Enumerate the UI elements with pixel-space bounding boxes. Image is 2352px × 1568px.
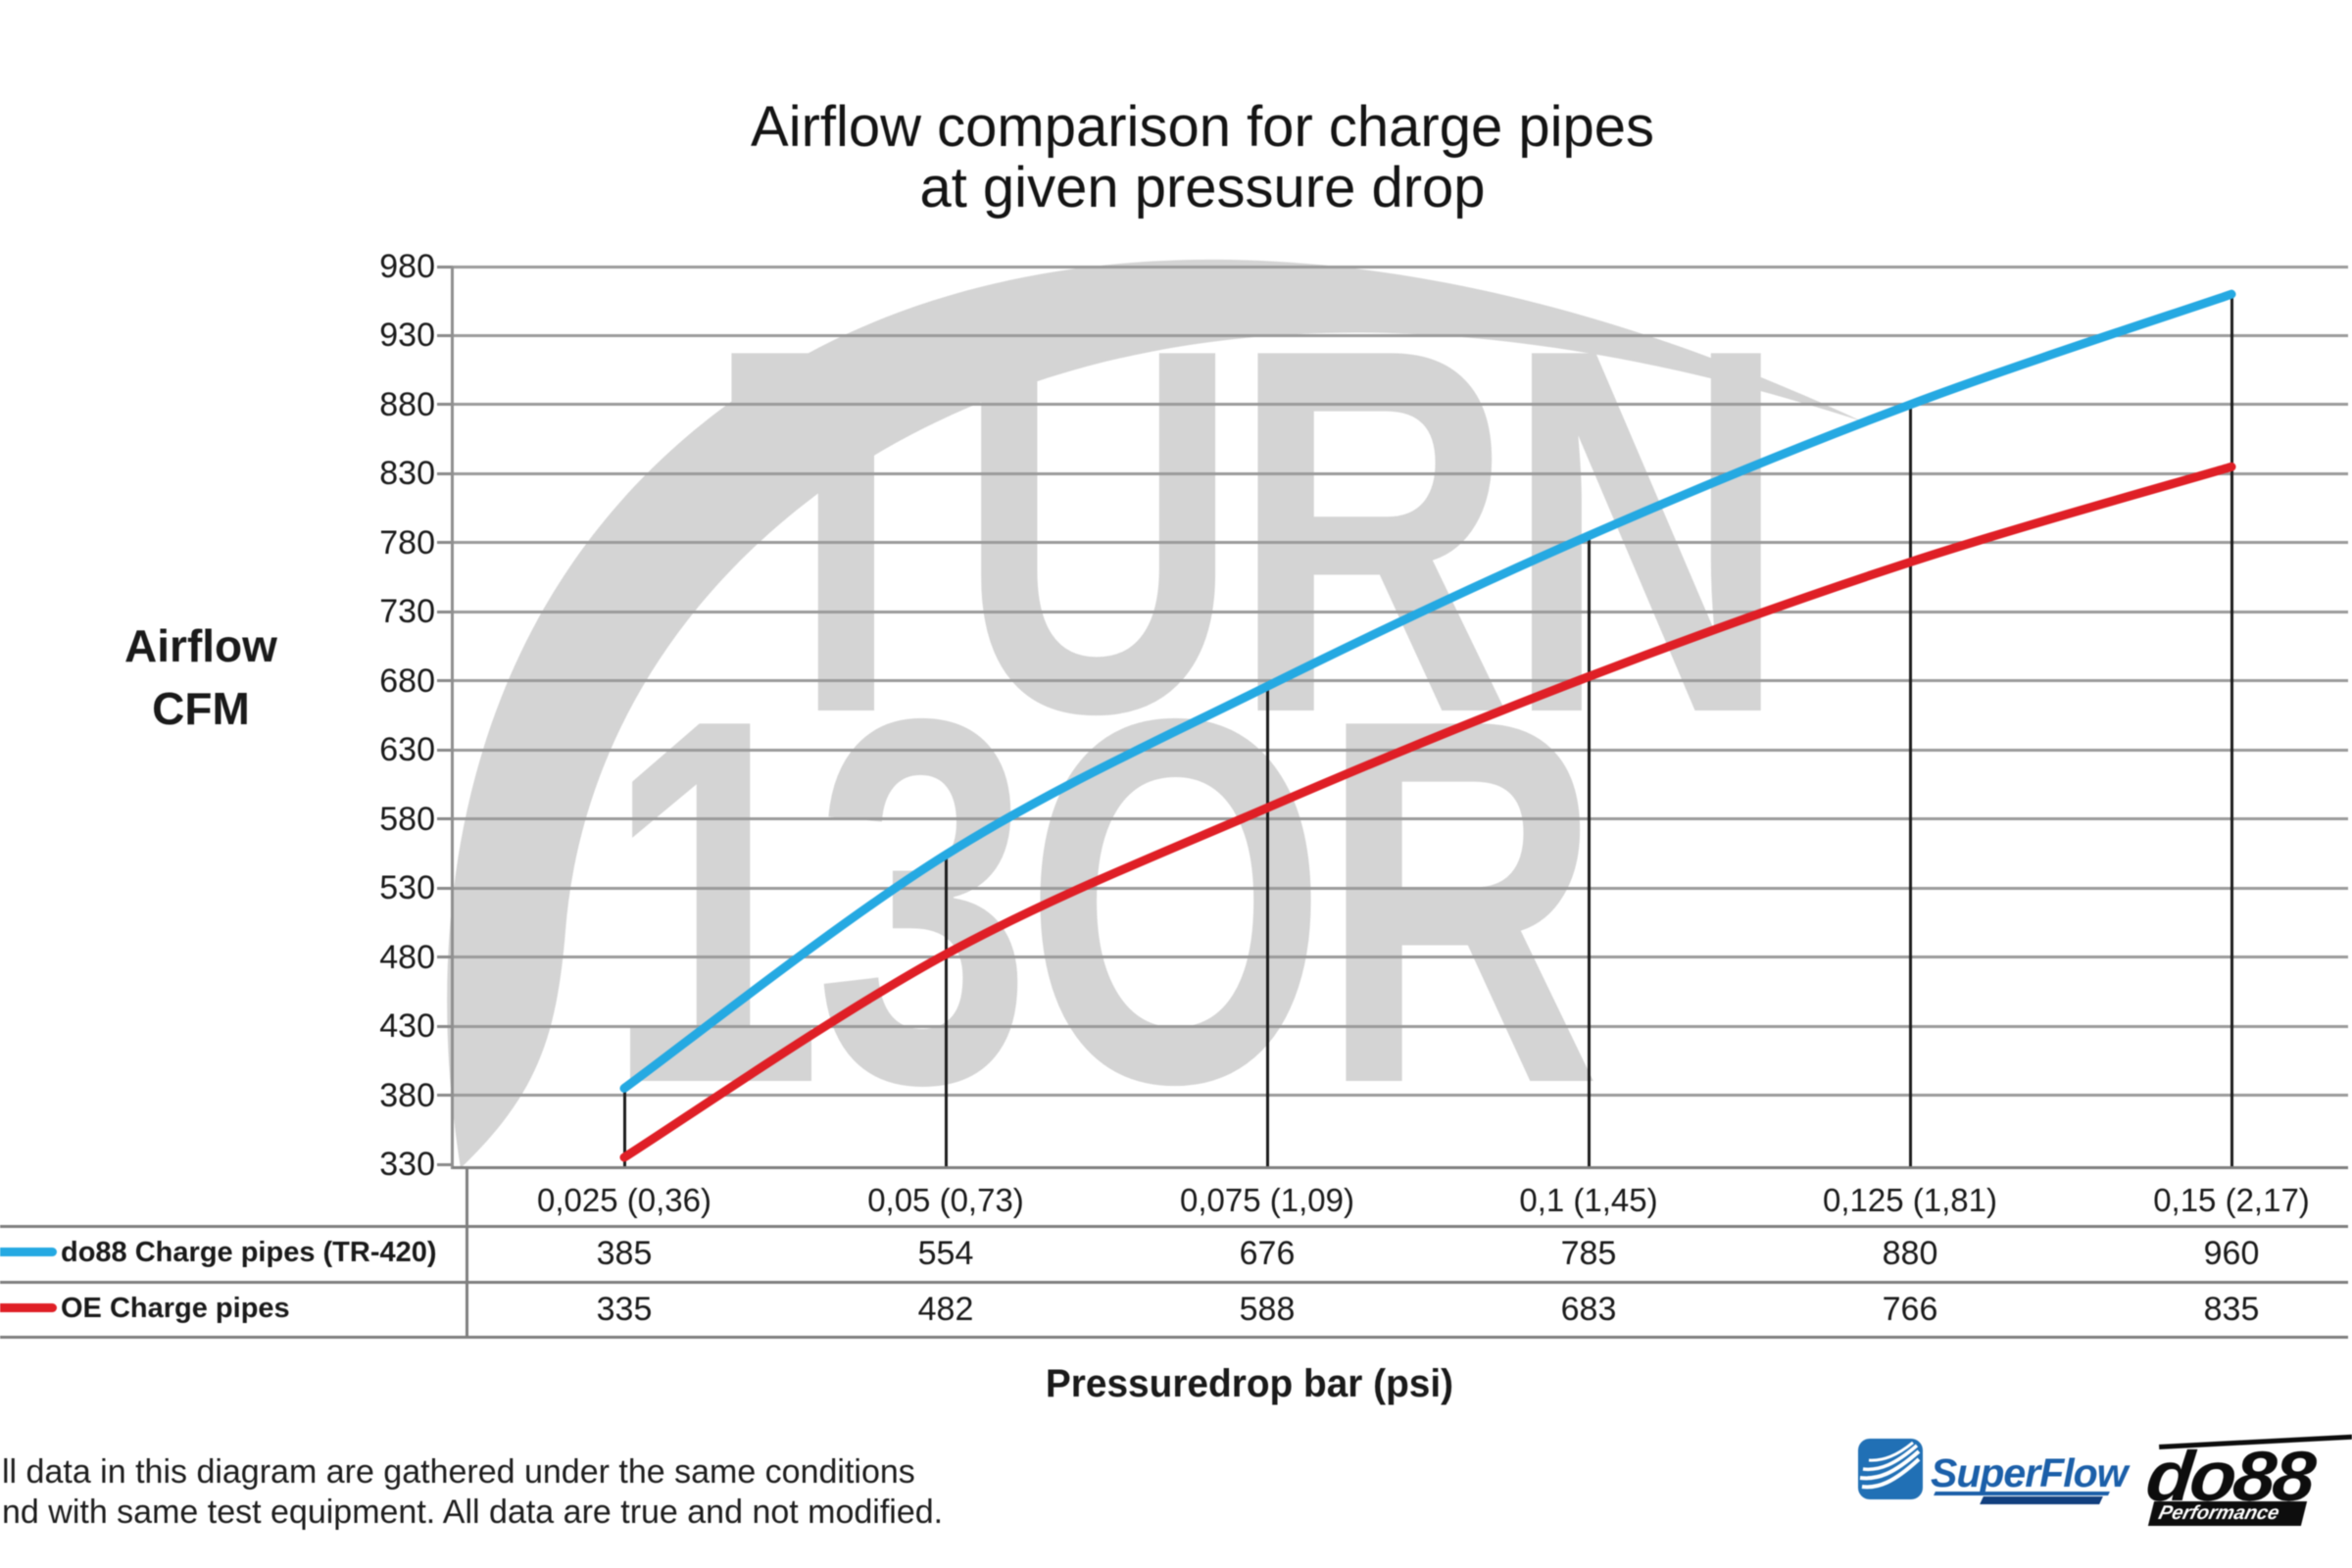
footer-note-line1: ll data in this diagram are gathered und… [2, 1453, 915, 1491]
gridline [453, 610, 2348, 613]
gridline [453, 679, 2348, 683]
table-value-oe: 588 [1239, 1291, 1296, 1328]
table-value-oe: 482 [917, 1291, 974, 1328]
gridline [453, 1024, 2348, 1028]
y-axis-line [451, 267, 454, 1169]
legend-line-swatch-oe [0, 1303, 57, 1312]
legend-item-oe: OE Charge pipes [61, 1293, 290, 1324]
table-value-do88: 785 [1560, 1235, 1617, 1272]
y-axis-tick [437, 817, 453, 821]
table-value-oe: 835 [2203, 1291, 2260, 1328]
y-axis-tick [437, 956, 453, 959]
table-border-top [453, 1166, 2348, 1169]
gridline [453, 265, 2348, 269]
y-tick-label: 930 [379, 317, 435, 355]
y-axis-tick [437, 403, 453, 407]
y-axis-tick [437, 610, 453, 613]
y-axis-title-line1: Airflow [124, 620, 277, 671]
y-tick-label: 580 [379, 800, 435, 838]
y-axis-tick [437, 333, 453, 337]
y-axis-tick [437, 679, 453, 683]
y-tick-label: 630 [379, 731, 435, 769]
table-value-do88: 880 [1882, 1235, 1938, 1272]
y-axis-tick [437, 541, 453, 545]
table-value-do88: 385 [596, 1235, 653, 1272]
table-value-oe: 766 [1882, 1291, 1938, 1328]
y-tick-label: 530 [379, 869, 435, 907]
table-border-row1 [0, 1281, 2348, 1284]
superflow-underline [1934, 1492, 2110, 1495]
y-tick-label: 730 [379, 593, 435, 631]
superflow-logo-icon [1858, 1439, 1923, 1499]
gridline [453, 333, 2348, 337]
gridline [453, 471, 2348, 475]
do88-performance-text: Performance [2156, 1502, 2282, 1524]
y-axis-title-line2: CFM [152, 683, 250, 734]
drop-line [944, 855, 948, 1166]
table-border-legend [466, 1166, 468, 1339]
gridline [453, 817, 2348, 821]
table-value-do88: 676 [1239, 1235, 1296, 1272]
y-tick-label: 780 [379, 523, 435, 562]
x-category-label: 0,125 (1,81) [1823, 1182, 1997, 1218]
legend-line-swatch-do88 [0, 1248, 57, 1256]
y-tick-label: 680 [379, 662, 435, 700]
y-tick-label: 430 [379, 1007, 435, 1046]
do88-performance-bar: Performance [2147, 1501, 2308, 1526]
x-axis-title: Pressuredrop bar (psi) [1045, 1362, 1454, 1405]
drop-line [1265, 686, 1269, 1166]
table-border-row2 [0, 1336, 2348, 1339]
legend-item-do88: do88 Charge pipes (TR-420) [61, 1237, 437, 1268]
series-line-do88 [619, 289, 2236, 1093]
y-axis-tick [437, 1094, 453, 1098]
drop-line [622, 1088, 626, 1166]
watermark-text-line1: TURN [727, 241, 1788, 821]
series-line-oe [619, 462, 2236, 1162]
superflow-logo-text: SuperFlow [1931, 1450, 2129, 1495]
table-value-oe: 683 [1560, 1291, 1617, 1328]
gridline [453, 956, 2348, 959]
drop-line [1908, 404, 1912, 1166]
chart-title-line1: Airflow comparison for charge pipes [751, 95, 1654, 159]
x-category-label: 0,15 (2,17) [2153, 1182, 2310, 1218]
y-axis-tick [437, 1162, 453, 1166]
y-tick-label: 980 [379, 248, 435, 285]
y-tick-label: 380 [379, 1076, 435, 1114]
x-category-label: 0,025 (0,36) [537, 1182, 711, 1218]
drop-line [1587, 535, 1591, 1166]
y-tick-label: 880 [379, 385, 435, 423]
gridline [453, 541, 2348, 545]
chart-title-line2: at given pressure drop [919, 156, 1486, 220]
x-category-label: 0,05 (0,73) [867, 1182, 1024, 1218]
y-axis-tick [437, 886, 453, 890]
watermark-text-line2: 13OR [606, 612, 1601, 1192]
y-axis-tick [437, 471, 453, 475]
y-axis-tick [437, 748, 453, 752]
table-value-oe: 335 [596, 1291, 653, 1328]
gridline [453, 1094, 2348, 1098]
y-axis-tick [437, 265, 453, 269]
y-tick-label: 830 [379, 455, 435, 493]
table-value-do88: 960 [2203, 1235, 2260, 1272]
do88-logo: do88 Performance [2141, 1429, 2352, 1537]
x-category-label: 0,075 (1,09) [1180, 1182, 1354, 1218]
x-category-label: 0,1 (1,45) [1519, 1182, 1658, 1218]
gridline [453, 403, 2348, 407]
superflow-logo: SuperFlow [1858, 1437, 2152, 1525]
y-tick-label: 480 [379, 938, 435, 976]
table-border-row0 [0, 1225, 2348, 1228]
drop-line [2230, 294, 2233, 1166]
table-value-do88: 554 [917, 1235, 974, 1272]
superflow-subtext-bar [1980, 1496, 2103, 1504]
y-axis-tick [437, 1024, 453, 1028]
gridline [453, 886, 2348, 890]
footer-note-line2: nd with same test equipment. All data ar… [2, 1494, 944, 1531]
y-tick-label: 330 [379, 1146, 435, 1183]
